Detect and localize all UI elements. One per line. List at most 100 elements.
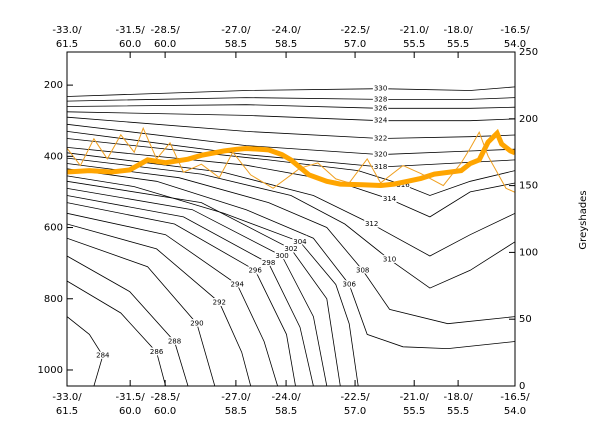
contour-line [67,97,515,102]
contour-line [67,111,515,122]
x-tick-label: 55.5 [403,406,425,417]
x-tick-label-top: -24.0/ [271,25,301,36]
contour-line [67,138,515,196]
y-tick-label: 400 [44,151,63,162]
contour-label: 302 [284,245,297,253]
y-tick-label: 1000 [38,365,63,376]
contour-line [67,157,515,289]
x-tick-label-top: -21.0/ [400,25,430,36]
x-tick-label: 57.0 [344,406,366,417]
x-tick-label-top: 58.5 [225,39,247,50]
x-tick-label: 58.5 [275,406,297,417]
x-tick-label-top: -18.0/ [443,25,473,36]
y2-axis-label: Greyshades [578,190,589,249]
contour-label: 306 [343,281,357,289]
series-line [67,126,515,193]
contour-line [67,316,104,386]
series-line [67,128,515,189]
x-tick-label-top: -16.5/ [500,25,530,36]
y2-tick-label: 50 [519,314,532,325]
contour-label: 324 [374,117,388,125]
x-tick-label: 60.0 [119,406,141,417]
x-tick-label: 54.0 [504,406,526,417]
x-tick-label-top: 57.0 [344,39,366,50]
contour-label: 320 [374,151,387,159]
contour-label: 290 [190,320,203,328]
x-tick-label-top: 61.5 [56,39,78,50]
contour-label: 328 [374,95,387,103]
contour-label: 300 [275,252,288,260]
contour-label: 286 [150,348,164,356]
y-tick-label: 200 [44,80,63,91]
y-tick-label: 600 [44,223,63,234]
x-tick-label-top: 58.5 [275,39,297,50]
x-tick-label: -28.5/ [150,392,180,403]
x-tick-label-top: -22.5/ [340,25,370,36]
x-tick-label: 60.0 [154,406,176,417]
contour-label: 326 [374,104,388,112]
x-tick-label: 55.5 [447,406,469,417]
contour-line [67,147,515,218]
contour-line [67,123,515,156]
contour-line [67,180,341,386]
contour-line [67,202,296,386]
contour-line [67,280,166,386]
y-tick-label: 800 [44,294,63,305]
contour-line [67,237,216,386]
x-tick-label-top: -27.0/ [221,25,251,36]
contour-line [67,104,515,109]
contour-label: 294 [231,281,245,289]
contour-label: 288 [168,337,181,345]
contour-label: 292 [213,298,226,306]
contour-line [67,175,359,386]
x-tick-label-top: 54.0 [504,39,526,50]
contour-label: 310 [383,256,396,264]
contour-line [67,168,515,350]
x-tick-label-top: -28.5/ [150,25,180,36]
x-tick-label: -22.5/ [340,392,370,403]
y2-tick-label: 100 [519,247,538,258]
x-tick-label: -21.0/ [400,392,430,403]
y2-tick-label: 250 [519,47,538,58]
x-tick-label-top: -31.5/ [116,25,146,36]
plot-frame [66,51,516,387]
contour-label: 284 [96,352,110,360]
x-tick-label: -16.5/ [500,392,530,403]
y2-tick-label: 0 [519,381,525,392]
x-tick-label: -24.0/ [271,392,301,403]
x-tick-label-top: -33.0/ [52,25,82,36]
contour-label: 308 [356,266,369,274]
contour-label: 318 [374,163,387,171]
y2-tick-label: 150 [519,181,538,192]
contour-line [67,116,515,139]
contour-line [67,212,278,386]
x-tick-label-top: 55.5 [447,39,469,50]
x-tick-label: -27.0/ [221,392,251,403]
contour-line [67,188,328,386]
contour-label: 312 [365,220,378,228]
contour-label: 296 [248,266,262,274]
x-tick-label: 58.5 [225,406,247,417]
x-tick-label: -18.0/ [443,392,473,403]
contour-label: 304 [293,238,307,246]
x-tick-label-top: 60.0 [119,39,141,50]
y2-tick-label: 200 [519,114,538,125]
contour-label: 298 [262,259,275,267]
x-tick-label-top: 55.5 [403,39,425,50]
contour-line [67,163,515,325]
contour-line [67,223,252,386]
contour-line [67,86,515,97]
x-tick-label: -33.0/ [52,392,82,403]
contour-label: 314 [383,195,397,203]
x-tick-label: -31.5/ [116,392,146,403]
contour-line [67,255,189,386]
x-tick-label: 61.5 [56,406,78,417]
contour-label: 316 [396,181,410,189]
contour-line [67,152,515,257]
contour-line [67,195,314,386]
x-tick-label-top: 60.0 [154,39,176,50]
contour-label: 330 [374,85,387,93]
contour-label: 322 [374,135,387,143]
